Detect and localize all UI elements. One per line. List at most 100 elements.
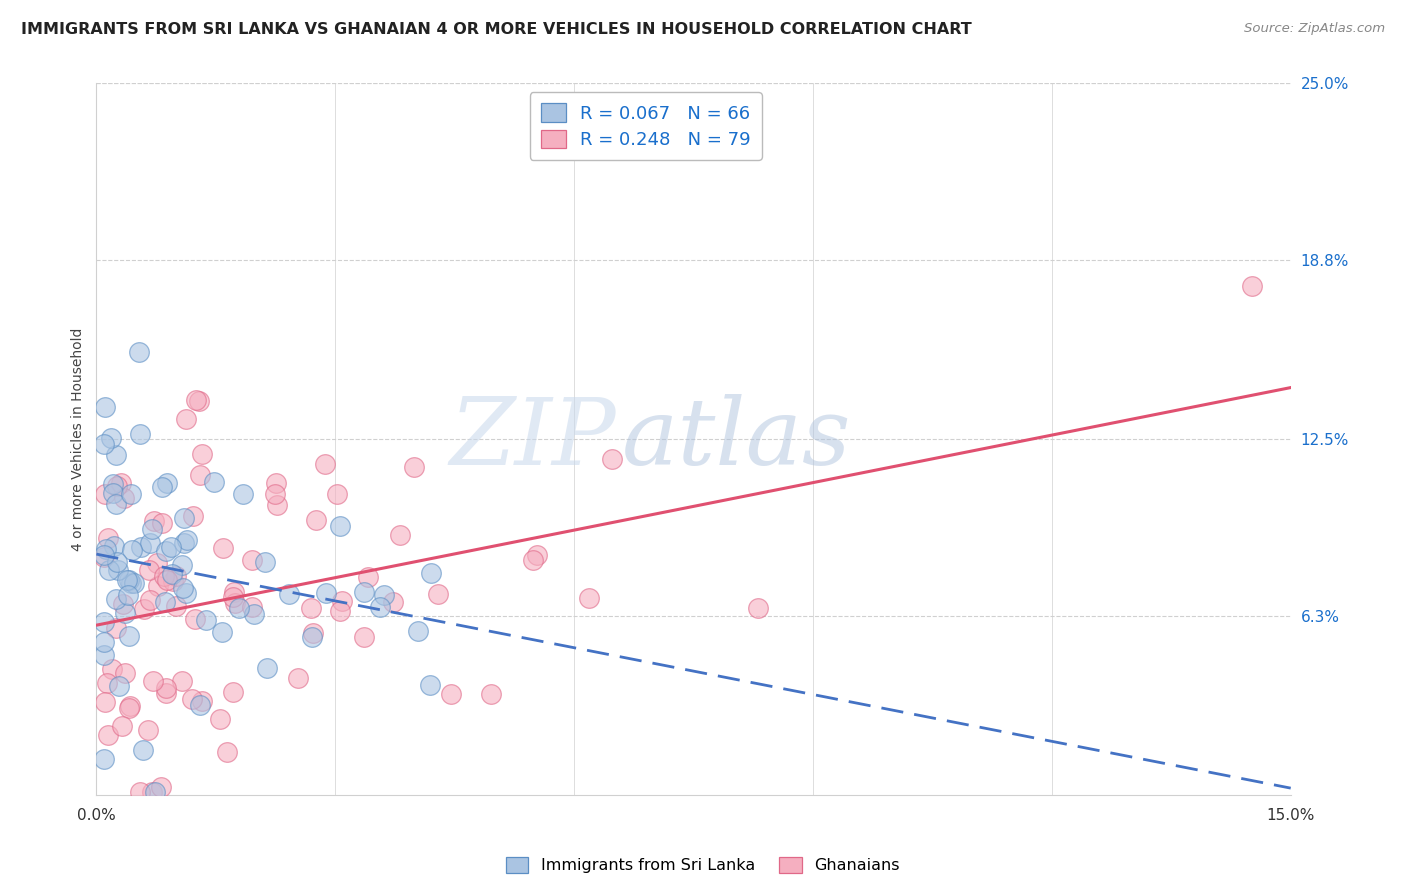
Text: Source: ZipAtlas.com: Source: ZipAtlas.com xyxy=(1244,22,1385,36)
Point xyxy=(302,626,325,640)
Point xyxy=(195,613,218,627)
Point xyxy=(93,635,115,649)
Point xyxy=(150,480,173,494)
Point xyxy=(155,686,177,700)
Point xyxy=(105,621,128,635)
Point xyxy=(370,599,392,614)
Point xyxy=(212,541,235,556)
Point xyxy=(578,591,600,605)
Point xyxy=(93,648,115,662)
Point xyxy=(314,457,336,471)
Point xyxy=(181,509,204,524)
Point xyxy=(138,563,160,577)
Point xyxy=(329,519,352,533)
Point xyxy=(1240,278,1263,293)
Point xyxy=(155,681,177,695)
Point xyxy=(173,536,195,550)
Point xyxy=(479,688,502,702)
Point xyxy=(170,673,193,688)
Point xyxy=(93,549,115,564)
Point xyxy=(101,477,124,491)
Point xyxy=(305,513,328,527)
Point xyxy=(108,679,131,693)
Point xyxy=(101,662,124,676)
Point xyxy=(217,745,239,759)
Point xyxy=(94,695,117,709)
Point xyxy=(330,594,353,608)
Text: atlas: atlas xyxy=(621,394,852,484)
Point xyxy=(176,533,198,548)
Point xyxy=(105,479,128,493)
Point xyxy=(202,475,225,490)
Point xyxy=(222,685,245,699)
Point xyxy=(256,661,278,675)
Point xyxy=(353,630,375,644)
Point xyxy=(191,694,214,708)
Point xyxy=(136,723,159,737)
Point xyxy=(139,535,162,549)
Point xyxy=(132,743,155,757)
Point xyxy=(186,393,208,408)
Legend: Immigrants from Sri Lanka, Ghanaians: Immigrants from Sri Lanka, Ghanaians xyxy=(499,850,907,880)
Point xyxy=(522,553,544,567)
Point xyxy=(156,476,179,491)
Text: IMMIGRANTS FROM SRI LANKA VS GHANAIAN 4 OR MORE VEHICLES IN HOUSEHOLD CORRELATIO: IMMIGRANTS FROM SRI LANKA VS GHANAIAN 4 … xyxy=(21,22,972,37)
Point xyxy=(600,452,623,467)
Point xyxy=(188,468,211,483)
Point xyxy=(93,615,115,630)
Point xyxy=(97,728,120,742)
Point xyxy=(166,569,188,583)
Point xyxy=(172,558,194,572)
Point xyxy=(115,573,138,587)
Point xyxy=(222,590,245,604)
Point xyxy=(120,698,142,713)
Point xyxy=(240,553,263,567)
Point xyxy=(240,599,263,614)
Point xyxy=(150,516,173,530)
Point xyxy=(104,497,127,511)
Point xyxy=(150,780,173,794)
Point xyxy=(287,672,309,686)
Point xyxy=(104,592,127,607)
Point xyxy=(146,557,169,571)
Point xyxy=(156,573,179,587)
Point xyxy=(155,543,177,558)
Point xyxy=(181,691,204,706)
Point xyxy=(420,566,443,581)
Point xyxy=(174,412,197,426)
Point xyxy=(120,486,142,500)
Point xyxy=(326,487,349,501)
Text: ZIP: ZIP xyxy=(450,394,616,484)
Point xyxy=(93,752,115,766)
Point xyxy=(152,569,174,583)
Point xyxy=(172,581,194,595)
Legend: R = 0.067   N = 66, R = 0.248   N = 79: R = 0.067 N = 66, R = 0.248 N = 79 xyxy=(530,93,762,160)
Point xyxy=(141,522,163,536)
Point xyxy=(118,573,141,587)
Point xyxy=(155,595,177,609)
Point xyxy=(301,631,323,645)
Point xyxy=(118,701,141,715)
Point xyxy=(96,541,118,556)
Point xyxy=(117,588,139,602)
Point xyxy=(228,600,250,615)
Point xyxy=(277,587,299,601)
Point xyxy=(263,487,285,501)
Point xyxy=(439,687,461,701)
Point xyxy=(382,595,405,609)
Point xyxy=(94,400,117,414)
Point xyxy=(114,606,136,620)
Point xyxy=(134,602,156,616)
Point xyxy=(111,719,134,733)
Point xyxy=(97,531,120,545)
Point xyxy=(353,585,375,599)
Point xyxy=(118,629,141,643)
Point xyxy=(129,540,152,554)
Point xyxy=(243,607,266,621)
Point xyxy=(114,665,136,680)
Point xyxy=(184,612,207,626)
Point xyxy=(408,624,430,638)
Point xyxy=(402,460,425,475)
Point xyxy=(138,592,160,607)
Point xyxy=(96,676,118,690)
